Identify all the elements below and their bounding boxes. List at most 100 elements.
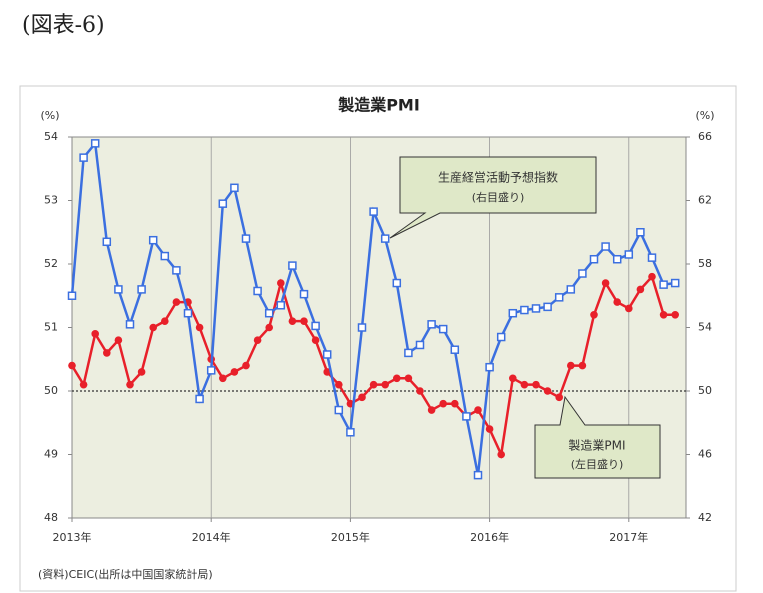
callout-note: (左目盛り): [571, 457, 624, 471]
marker: [79, 153, 88, 162]
marker: [230, 368, 239, 376]
marker: [299, 289, 309, 299]
marker: [79, 380, 88, 389]
marker: [636, 228, 645, 237]
marker: [543, 387, 552, 395]
marker: [416, 387, 424, 395]
y-tick-label: 52: [44, 257, 58, 270]
marker: [183, 308, 193, 318]
marker: [473, 470, 483, 480]
y2-tick-label: 58: [698, 257, 712, 270]
marker: [241, 234, 251, 243]
marker: [369, 380, 378, 389]
marker: [462, 412, 471, 421]
marker: [322, 350, 332, 359]
marker: [91, 330, 99, 338]
callout-box: [534, 395, 661, 479]
marker: [670, 278, 680, 288]
marker: [253, 336, 262, 345]
marker: [648, 272, 656, 281]
marker: [578, 269, 587, 278]
marker: [311, 321, 320, 331]
y-tick-label: 49: [44, 448, 58, 461]
marker: [137, 368, 146, 376]
x-tick-label: 2015年: [331, 530, 370, 544]
x-tick-label: 2014年: [192, 530, 231, 544]
marker: [195, 323, 204, 332]
marker: [219, 374, 227, 383]
source: (資料)CEIC(出所は中国国家統計局): [38, 567, 213, 581]
marker: [625, 304, 633, 313]
marker: [520, 380, 529, 389]
marker: [242, 361, 250, 370]
callout-box: [389, 156, 597, 239]
marker: [671, 311, 679, 319]
marker: [334, 405, 344, 415]
marker: [357, 323, 367, 332]
marker: [381, 380, 390, 389]
marker: [300, 317, 308, 325]
plot: 48 49 50 51 52 53 54 42 46 50 54 58 62 66 2013年 2014年 20…: [44, 130, 712, 544]
marker: [532, 380, 540, 389]
x-tick-label: 2013年: [53, 530, 92, 544]
marker: [647, 253, 657, 262]
marker: [103, 349, 111, 357]
marker: [543, 302, 552, 312]
y2-tick-label: 42: [698, 511, 712, 524]
marker: [485, 425, 494, 433]
marker: [613, 298, 621, 306]
marker: [566, 285, 576, 294]
marker: [404, 348, 413, 358]
y-axis-label: (%): [40, 109, 59, 122]
marker: [323, 368, 332, 376]
marker: [288, 261, 297, 270]
marker: [264, 308, 274, 318]
marker: [335, 380, 343, 389]
marker: [474, 406, 482, 414]
marker: [589, 254, 599, 264]
marker: [195, 394, 204, 404]
marker: [114, 285, 123, 294]
y2-axis-label: (%): [695, 109, 714, 122]
marker: [404, 374, 413, 383]
marker: [497, 450, 506, 459]
marker: [554, 293, 564, 302]
marker: [277, 279, 285, 287]
x-tick-label: 2016年: [470, 530, 509, 544]
y-tick-label: 51: [44, 321, 58, 334]
marker: [624, 250, 634, 259]
marker: [451, 399, 459, 408]
marker: [114, 336, 123, 345]
y2-tick-label: 46: [698, 448, 712, 461]
marker: [612, 254, 622, 264]
marker: [126, 380, 134, 389]
y2-tick-label: 54: [698, 321, 712, 334]
marker: [659, 311, 668, 319]
marker: [485, 362, 494, 372]
marker: [427, 320, 436, 329]
marker: [67, 291, 77, 300]
marker: [567, 361, 575, 370]
marker: [206, 366, 216, 375]
marker: [265, 323, 274, 332]
callout-text: 生産経営活動予想指数: [438, 170, 558, 185]
marker: [601, 279, 610, 287]
y-tick-label: 53: [44, 194, 58, 207]
marker: [369, 207, 378, 216]
callout-note: (右目盛り): [472, 190, 525, 204]
marker: [230, 183, 239, 193]
y2-tick-label: 66: [698, 130, 712, 143]
y-tick-label: 50: [44, 384, 58, 397]
marker: [450, 345, 460, 354]
marker: [393, 374, 401, 383]
y2-tick-label: 62: [698, 194, 712, 207]
figure-label: (図表-6): [22, 13, 105, 38]
marker: [253, 286, 262, 296]
marker: [218, 199, 228, 208]
marker: [636, 285, 645, 294]
marker: [496, 332, 506, 342]
marker: [148, 235, 158, 245]
marker: [149, 323, 157, 332]
marker: [172, 266, 181, 275]
callout-text: 製造業PMI: [568, 439, 625, 453]
